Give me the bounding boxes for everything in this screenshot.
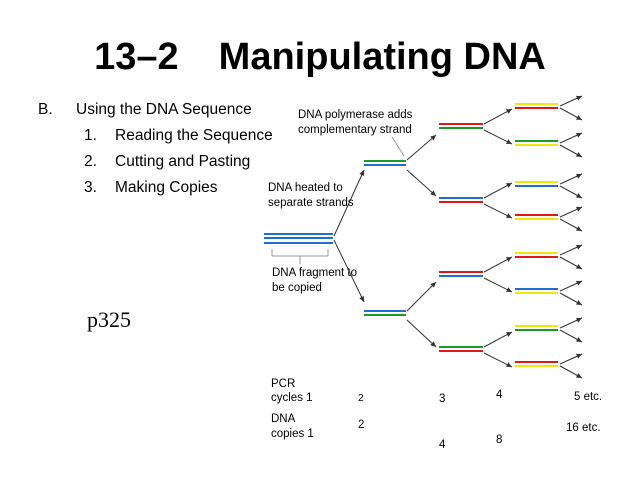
pcr-label: PCR (271, 378, 296, 390)
outline-item-marker: 2. (84, 153, 97, 170)
arrow-shaft (406, 134, 437, 161)
arrow-head (576, 280, 582, 286)
arrow-head (430, 341, 436, 347)
arrow-head (576, 173, 582, 179)
arrow-head (576, 373, 582, 378)
arrow-shaft (406, 281, 437, 312)
arrow-head (506, 257, 512, 262)
arrow-head (576, 115, 582, 120)
arrow-head (576, 317, 582, 323)
slide-number: 13–2 (94, 36, 179, 78)
page-reference: p325 (87, 307, 131, 332)
outline-item-label: Making Copies (115, 179, 218, 196)
outline-item-marker: 1. (84, 127, 97, 144)
slide-title-text: Manipulating DNA (218, 36, 546, 78)
arrow-head (430, 135, 436, 141)
arrow-head (576, 95, 582, 101)
arrow-shaft (406, 169, 437, 197)
arrow-head (576, 264, 582, 269)
arrow-head (506, 139, 512, 144)
cycle-value: 4 (496, 389, 503, 401)
dna-label: DNA (271, 413, 296, 425)
arrow-head (506, 287, 512, 292)
arrow-head (506, 109, 512, 114)
arrow-head (576, 193, 582, 198)
copies-value: 8 (496, 434, 503, 446)
polymerase-label-line2: complementary strand (298, 124, 412, 136)
cycles-label: cycles 1 (271, 392, 313, 404)
arrow-shaft (333, 239, 365, 303)
arrow-shaft (333, 169, 365, 237)
arrow-head (576, 300, 582, 305)
arrow-head (576, 132, 582, 138)
copies-value: 4 (439, 439, 446, 451)
arrow-head (506, 362, 512, 367)
cycle-value: 2 (358, 393, 364, 404)
outline-item-label: Reading the Sequence (115, 127, 273, 144)
arrow-head (576, 337, 582, 342)
arrow-head (430, 282, 436, 288)
arrow-head (359, 170, 365, 176)
slide-title: 13–2 Manipulating DNA (0, 36, 640, 79)
copies-value: 16 etc. (566, 422, 601, 434)
outline-section-label: Using the DNA Sequence (76, 101, 252, 118)
arrow-head (576, 206, 582, 212)
arrow-head (506, 213, 512, 218)
arrow-head (576, 226, 582, 231)
outline-section-marker: B. (38, 101, 53, 118)
arrow-head (576, 353, 582, 359)
arrow-head (576, 244, 582, 250)
polymerase-label-line1: DNA polymerase adds (298, 109, 413, 121)
copies-value: 2 (358, 419, 365, 431)
arrow-head (576, 152, 582, 157)
outline-item-marker: 3. (84, 179, 97, 196)
fragment-label-line1: DNA fragment to (272, 267, 358, 279)
arrow-shaft (406, 319, 437, 348)
arrow-head (359, 296, 364, 302)
heated-label-line2: separate strands (268, 197, 354, 209)
arrow-head (506, 332, 512, 337)
cycle-value: 3 (439, 393, 446, 405)
heated-label-line1: DNA heated to (268, 182, 343, 194)
fragment-label-line2: be copied (272, 282, 322, 294)
arrow-head (506, 183, 512, 188)
cycle-value: 5 etc. (574, 391, 603, 403)
label-pointer (391, 136, 405, 157)
outline-item-label: Cutting and Pasting (115, 153, 251, 170)
copies-label: copies 1 (271, 428, 314, 440)
arrow-head (430, 190, 436, 196)
